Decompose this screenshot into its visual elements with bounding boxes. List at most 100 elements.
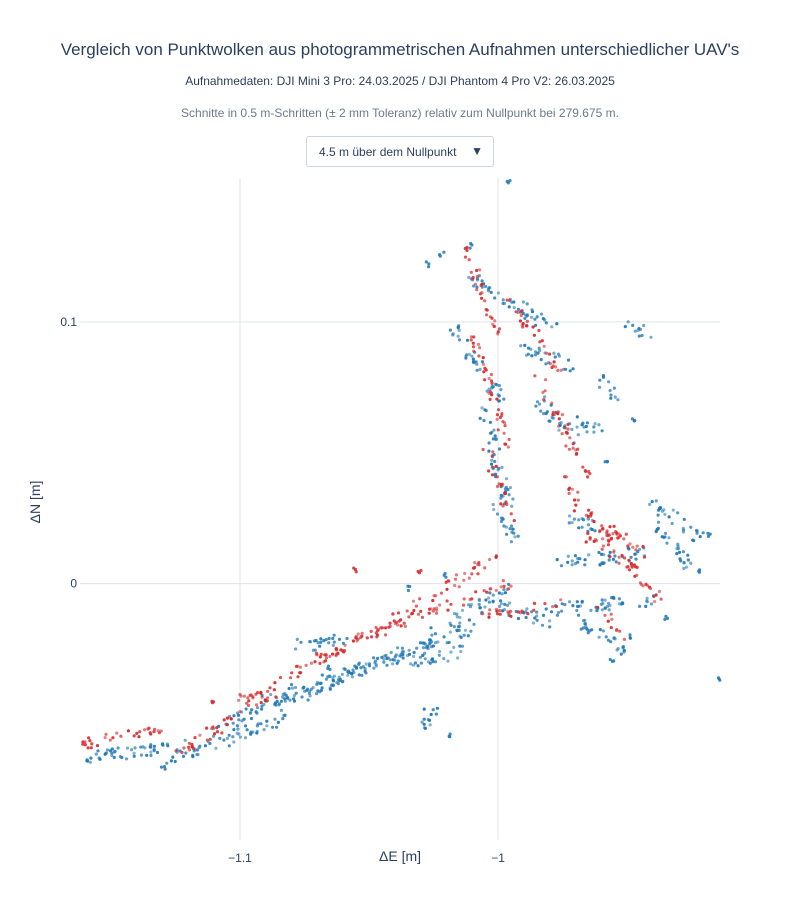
scatter-point [505,603,510,608]
scatter-point [502,584,506,589]
scatter-point [623,325,627,329]
scatter-point [610,659,615,664]
scatter-point [422,717,426,721]
scatter-point [495,475,499,479]
scatter-point [622,637,627,642]
scatter-point [640,333,644,338]
scatter-point [676,511,680,515]
scatter-point [468,246,472,250]
scatter-point [249,716,254,721]
scatter-point [564,444,568,448]
scatter-point [509,524,514,528]
scatter-point [490,465,494,469]
x-tick-label: −1 [491,851,505,865]
scatter-point [445,599,449,603]
scatter-point [543,395,547,399]
scatter-point [459,649,463,654]
scatter-point [540,339,544,343]
scatter-point [535,618,539,622]
scatter-point [487,615,491,619]
scatter-point [603,598,607,602]
scatter-point [540,623,545,627]
scatter-point [601,561,605,566]
scatter-point [431,598,435,603]
scatter-point [618,534,623,538]
scatter-point [435,606,439,610]
scatter-point [449,602,453,606]
scatter-point [218,736,222,740]
scatter-point [545,410,549,414]
scatter-point [657,589,662,594]
scatter-point [576,490,580,494]
scatter-point [476,342,481,346]
scatter-point [518,319,523,323]
scatter-point [343,667,347,671]
scatter-point [586,475,590,479]
scatter-point [697,569,701,573]
scatter-point [232,714,236,718]
scatter-point [491,322,495,326]
scatter-point [323,653,327,657]
scatter-point [543,389,547,393]
scatter-point [466,603,471,607]
scatter-point [369,629,373,634]
scatter-point [477,354,481,358]
scatter-point [438,603,442,607]
scatter-point [149,750,153,754]
scatter-point [580,525,584,529]
scatter-point [586,517,590,521]
scatter-point [130,748,134,752]
scatter-point [422,722,426,726]
scatter-point [508,297,512,301]
scatter-point [489,290,493,294]
scatter-point [497,591,501,595]
scatter-point [633,329,637,333]
scatter-point [601,537,605,541]
scatter-point [431,609,435,613]
scatter-point [507,493,511,497]
scatter-point [576,433,580,437]
scatter-point [152,749,156,753]
scatter-point [532,333,537,337]
scatter-point [593,529,597,533]
scatter-point [478,346,482,350]
scatter-point [428,661,432,665]
scatter-point [215,726,219,730]
scatter-point [607,533,611,537]
scatter-point [483,366,487,370]
scatter-point [469,270,473,274]
scatter-point [465,353,469,357]
scatter-point [235,724,239,728]
scatter-point [475,274,480,279]
scatter-point [487,441,491,445]
section-height-dropdown[interactable]: 4.5 m über dem Nullpunkt ▼ [306,136,494,167]
scatter-point [502,397,506,401]
scatter-point [319,652,323,656]
scatter-point [388,621,392,625]
scatter-point [564,367,568,371]
scatter-point [600,547,604,551]
scatter-point [489,372,493,377]
scatter-point [552,351,556,355]
scatter-point [476,278,480,282]
scatter-point [462,603,466,607]
scatter-point [478,268,482,272]
scatter-point [649,602,654,606]
scatter-point [497,482,501,486]
scatter-point [706,534,711,539]
scatter-point [532,608,536,612]
scatter-point [475,362,479,366]
scatter-point [153,727,157,731]
scatter-point [374,631,378,635]
scatter-point [181,754,186,759]
scatter-point [423,657,427,661]
scatter-point [370,635,374,639]
scatter-point [483,408,487,412]
scatter-point [507,587,511,591]
scatter-point [542,344,546,348]
scatter-point [294,691,298,695]
scatter-point [433,641,438,645]
scatter-point [85,759,89,763]
scatter-point [626,320,630,324]
scatter-point [454,573,459,577]
